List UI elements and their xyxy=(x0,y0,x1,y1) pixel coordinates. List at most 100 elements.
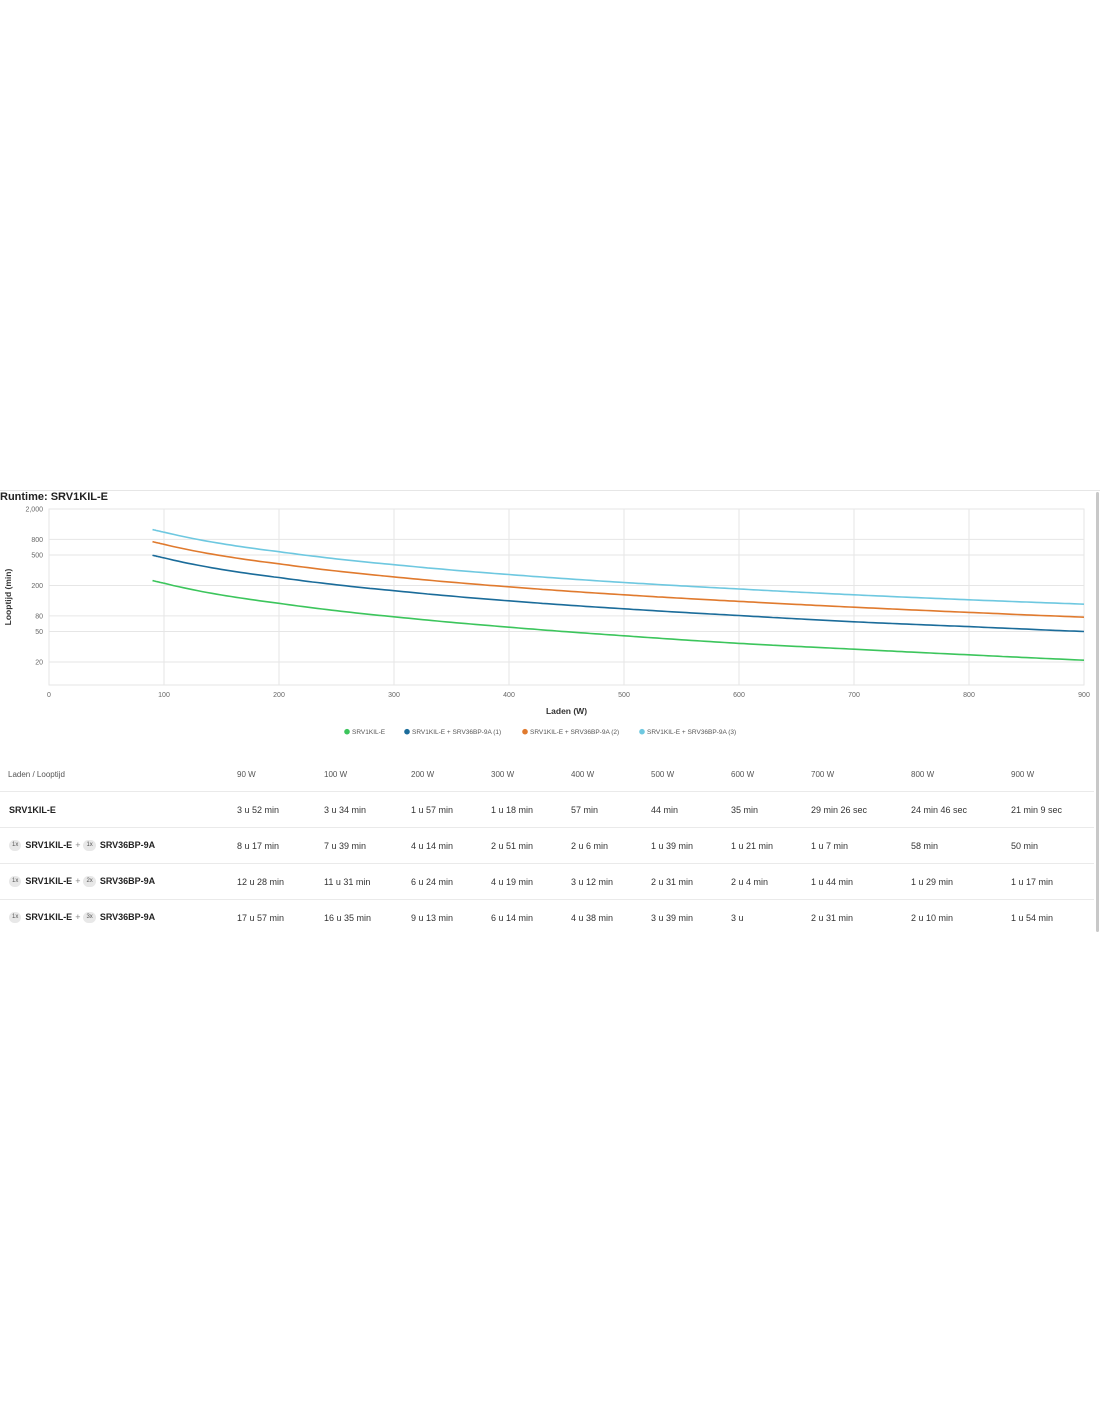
model-combo: 1x SRV1KIL-E +2x SRV36BP-9A xyxy=(0,863,228,900)
ups-model: SRV1KIL-E xyxy=(25,875,73,886)
runtime-cell: 3 u 34 min xyxy=(315,791,402,828)
table-row: SRV1KIL-E 3 u 52 min 3 u 34 min 1 u 57 m… xyxy=(0,791,1094,828)
y-tick-label: 20 xyxy=(35,659,43,666)
runtime-cell: 3 u xyxy=(722,899,802,935)
runtime-cell: 1 u 44 min xyxy=(802,863,902,900)
runtime-cell: 1 u 21 min xyxy=(722,827,802,864)
runtime-cell: 35 min xyxy=(722,791,802,828)
model-combo: 1x SRV1KIL-E +3x SRV36BP-9A xyxy=(0,899,228,935)
column-header: 900 W xyxy=(1011,770,1035,779)
legend-marker xyxy=(404,728,410,735)
runtime-cell: 1 u 39 min xyxy=(642,827,722,864)
ups-model: SRV1KIL-E xyxy=(25,911,73,922)
y-tick-label: 200 xyxy=(31,583,43,590)
vertical-scrollbar[interactable] xyxy=(1096,492,1099,932)
x-tick-label: 300 xyxy=(388,692,400,699)
column-header: 700 W xyxy=(811,770,835,779)
model-name: SRV1KIL-E xyxy=(0,791,228,828)
runtime-cell: 29 min 26 sec xyxy=(802,791,902,828)
plus-sign: + xyxy=(75,839,81,850)
y-tick-label: 800 xyxy=(31,537,43,544)
runtime-cell: 1 u 54 min xyxy=(1002,899,1094,935)
section-divider xyxy=(0,490,1100,491)
runtime-cell: 1 u 57 min xyxy=(402,791,482,828)
column-header: 800 W xyxy=(911,770,935,779)
battery-qty-badge: 3x xyxy=(83,912,96,924)
column-header: 300 W xyxy=(491,770,515,779)
y-axis-title: Looptijd (min) xyxy=(3,569,13,626)
y-tick-label: 2,000 xyxy=(25,507,43,514)
x-tick-label: 900 xyxy=(1078,692,1090,699)
battery-model: SRV36BP-9A xyxy=(99,911,156,922)
runtime-cell: 21 min 9 sec xyxy=(1002,791,1094,828)
runtime-cell: 6 u 14 min xyxy=(482,899,562,935)
x-tick-label: 0 xyxy=(47,692,51,699)
runtime-cell: 50 min xyxy=(1002,827,1094,864)
legend-label: SRV1KIL-E xyxy=(352,729,386,736)
legend-label: SRV1KIL-E + SRV36BP-9A (2) xyxy=(530,729,619,736)
plus-sign: + xyxy=(75,911,81,922)
ups-model: SRV1KIL-E xyxy=(25,839,73,850)
runtime-cell: 2 u 10 min xyxy=(902,899,1002,935)
column-header: 90 W xyxy=(237,770,256,779)
legend-marker xyxy=(639,728,645,735)
column-header: 400 W xyxy=(571,770,595,779)
column-header: 100 W xyxy=(324,770,348,779)
legend-marker xyxy=(522,728,528,735)
runtime-cell: 44 min xyxy=(642,791,722,828)
x-tick-label: 200 xyxy=(273,692,285,699)
runtime-cell: 16 u 35 min xyxy=(315,899,402,935)
runtime-cell: 2 u 51 min xyxy=(482,827,562,864)
y-tick-label: 500 xyxy=(31,553,43,560)
runtime-table: Laden / Looptijd 90 W 100 W 200 W 300 W … xyxy=(0,758,1094,935)
series-line-2 xyxy=(152,554,1085,633)
x-axis-title: Laden (W) xyxy=(546,706,587,716)
runtime-cell: 3 u 52 min xyxy=(228,791,315,828)
series-line-1 xyxy=(152,579,1085,661)
battery-qty-badge: 1x xyxy=(83,840,96,852)
table-header-row: Laden / Looptijd 90 W 100 W 200 W 300 W … xyxy=(0,758,1094,792)
runtime-cell: 4 u 38 min xyxy=(562,899,642,935)
runtime-cell: 6 u 24 min xyxy=(402,863,482,900)
runtime-cell: 24 min 46 sec xyxy=(902,791,1002,828)
runtime-cell: 11 u 31 min xyxy=(315,863,402,900)
model-combo: 1x SRV1KIL-E +1x SRV36BP-9A xyxy=(0,827,228,864)
runtime-cell: 58 min xyxy=(902,827,1002,864)
runtime-cell: 4 u 19 min xyxy=(482,863,562,900)
runtime-cell: 7 u 39 min xyxy=(315,827,402,864)
runtime-cell: 2 u 31 min xyxy=(642,863,722,900)
ups-qty-badge: 1x xyxy=(9,840,22,852)
runtime-cell: 1 u 7 min xyxy=(802,827,902,864)
series-line-3 xyxy=(152,540,1085,618)
series-line-4 xyxy=(152,528,1085,605)
column-header: 600 W xyxy=(731,770,755,779)
battery-model: SRV36BP-9A xyxy=(99,875,156,886)
ups-qty-badge: 1x xyxy=(9,912,22,924)
legend-marker xyxy=(344,728,350,735)
plot-area xyxy=(48,508,1085,686)
battery-model: SRV36BP-9A xyxy=(99,839,156,850)
table-row: 1x SRV1KIL-E +1x SRV36BP-9A 8 u 17 min 7 u … xyxy=(0,827,1094,864)
runtime-cell: 3 u 39 min xyxy=(642,899,722,935)
runtime-cell: 9 u 13 min xyxy=(402,899,482,935)
x-tick-label: 700 xyxy=(848,692,860,699)
column-header: 500 W xyxy=(651,770,675,779)
runtime-chart: 0 100 200 300 400 500 600 700 800 900 20 50 80 200 500… xyxy=(3,507,1090,737)
runtime-cell: 2 u 6 min xyxy=(562,827,642,864)
y-tick-label: 80 xyxy=(35,613,43,620)
runtime-cell: 8 u 17 min xyxy=(228,827,315,864)
table-row: 1x SRV1KIL-E +3x SRV36BP-9A 17 u 57 min 16 … xyxy=(0,899,1094,935)
battery-qty-badge: 2x xyxy=(83,876,96,888)
runtime-cell: 12 u 28 min xyxy=(228,863,315,900)
runtime-cell: 3 u 12 min xyxy=(562,863,642,900)
ups-qty-badge: 1x xyxy=(9,876,22,888)
x-tick-label: 800 xyxy=(963,692,975,699)
legend-label: SRV1KIL-E + SRV36BP-9A (3) xyxy=(647,729,736,736)
table-header-label: Laden / Looptijd xyxy=(8,770,65,779)
table-row: 1x SRV1KIL-E +2x SRV36BP-9A 12 u 28 min 11 … xyxy=(0,863,1094,900)
runtime-cell: 4 u 14 min xyxy=(402,827,482,864)
runtime-cell: 17 u 57 min xyxy=(228,899,315,935)
runtime-cell: 1 u 18 min xyxy=(482,791,562,828)
x-tick-label: 100 xyxy=(158,692,170,699)
column-header: 200 W xyxy=(411,770,435,779)
